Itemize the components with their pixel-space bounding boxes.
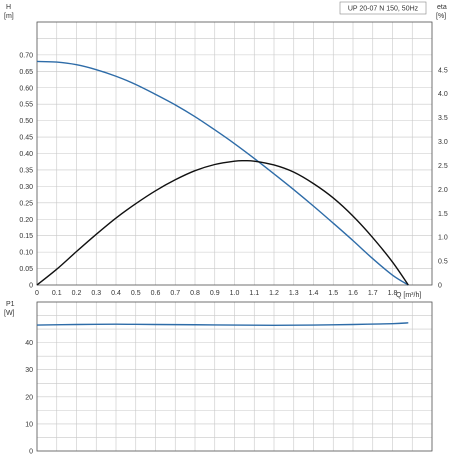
efficiency-curve bbox=[36, 159, 409, 286]
power-y-tick-label: 30 bbox=[25, 367, 33, 374]
x-tick-label: 1.3 bbox=[289, 290, 299, 297]
x-tick-label: 0 bbox=[35, 290, 39, 297]
right-y-tick-label: 1.5 bbox=[438, 211, 448, 218]
x-tick-labels: 0 0.1 0.2 0.3 0.4 0.5 0.6 0.7 0.8 0.9 1.0 1.1 1.2 1.3… bbox=[35, 290, 397, 297]
power-y-tick-label: 10 bbox=[25, 421, 33, 428]
power-y-tick-label: 0 bbox=[29, 449, 33, 456]
right-y-tick-label: 4.5 bbox=[438, 67, 448, 74]
head-curve bbox=[36, 60, 409, 286]
power-y-axis-unit: [W] bbox=[4, 310, 15, 317]
x-tick-label: 0.5 bbox=[131, 290, 141, 297]
x-tick-label: 0.6 bbox=[151, 290, 161, 297]
x-tick-label: 0.7 bbox=[170, 290, 180, 297]
left-y-tick-label: 0.45 bbox=[19, 135, 33, 142]
left-y-tick-labels: 0 0.05 0.10 0.15 0.20 0.25 0.30 0.35 0.40 0.45 0.5… bbox=[19, 52, 33, 289]
right-y-tick-label: 2.0 bbox=[438, 187, 448, 194]
left-y-tick-label: 0.20 bbox=[19, 217, 33, 224]
chart-title: UP 20-07 N 150, 50Hz bbox=[348, 6, 419, 13]
x-tick-label: 0.3 bbox=[91, 290, 101, 297]
top-panel-series bbox=[36, 60, 409, 286]
left-y-tick-label: 0 bbox=[29, 283, 33, 290]
x-tick-label: 0.4 bbox=[111, 290, 121, 297]
left-y-axis-label: H bbox=[6, 4, 11, 11]
left-y-tick-label: 0.30 bbox=[19, 184, 33, 191]
x-tick-label: 1.6 bbox=[348, 290, 358, 297]
top-panel-frame bbox=[36, 21, 433, 286]
right-y-tick-label: 2.5 bbox=[438, 163, 448, 170]
x-tick-label: 0.1 bbox=[52, 290, 62, 297]
left-y-tick-label: 0.65 bbox=[19, 69, 33, 76]
x-tick-label: 0.9 bbox=[210, 290, 220, 297]
x-tick-label: 1.2 bbox=[269, 290, 279, 297]
bottom-panel-series bbox=[36, 322, 409, 327]
x-axis-label: Q [m³/h] bbox=[396, 292, 421, 299]
x-tick-label: 1.7 bbox=[368, 290, 378, 297]
left-y-tick-label: 0.50 bbox=[19, 118, 33, 125]
x-tick-label: 1.5 bbox=[328, 290, 338, 297]
x-tick-label: 1.0 bbox=[230, 290, 240, 297]
left-y-tick-label: 0.55 bbox=[19, 102, 33, 109]
power-curve bbox=[36, 322, 409, 327]
power-y-tick-label: 40 bbox=[25, 340, 33, 347]
right-y-tick-label: 3.5 bbox=[438, 115, 448, 122]
top-panel-grid bbox=[36, 21, 433, 286]
left-y-tick-label: 0.10 bbox=[19, 250, 33, 257]
left-y-tick-label: 0.25 bbox=[19, 200, 33, 207]
right-y-tick-label: 1.0 bbox=[438, 235, 448, 242]
x-tick-label: 0.8 bbox=[190, 290, 200, 297]
right-y-axis-unit: [%] bbox=[436, 13, 446, 20]
title-box bbox=[339, 1, 427, 15]
right-y-tick-label: 0 bbox=[438, 283, 442, 290]
bottom-panel-frame bbox=[36, 301, 433, 452]
x-tick-label: 1.4 bbox=[309, 290, 319, 297]
left-y-tick-label: 0.35 bbox=[19, 167, 33, 174]
right-y-tick-labels: 0 0.5 1.0 1.5 2.0 2.5 3.0 3.5 4.0 4.5 bbox=[438, 67, 448, 289]
x-tick-label: 1.1 bbox=[249, 290, 259, 297]
x-tick-label: 1.8 bbox=[388, 290, 398, 297]
right-y-tick-label: 0.5 bbox=[438, 259, 448, 266]
left-y-tick-label: 0.15 bbox=[19, 233, 33, 240]
power-y-axis-label: P1 bbox=[6, 301, 15, 308]
right-y-tick-label: 3.0 bbox=[438, 139, 448, 146]
power-y-tick-label: 20 bbox=[25, 394, 33, 401]
left-y-tick-label: 0.40 bbox=[19, 151, 33, 158]
left-y-tick-label: 0.05 bbox=[19, 266, 33, 273]
right-y-tick-label: 4.0 bbox=[438, 91, 448, 98]
left-y-tick-label: 0.70 bbox=[19, 52, 33, 59]
power-y-tick-labels: 0 10 20 30 40 bbox=[25, 340, 33, 455]
left-y-tick-label: 0.60 bbox=[19, 85, 33, 92]
right-y-axis-label: eta bbox=[437, 4, 447, 11]
x-tick-label: 0.2 bbox=[72, 290, 82, 297]
left-y-axis-unit: [m] bbox=[4, 13, 14, 20]
